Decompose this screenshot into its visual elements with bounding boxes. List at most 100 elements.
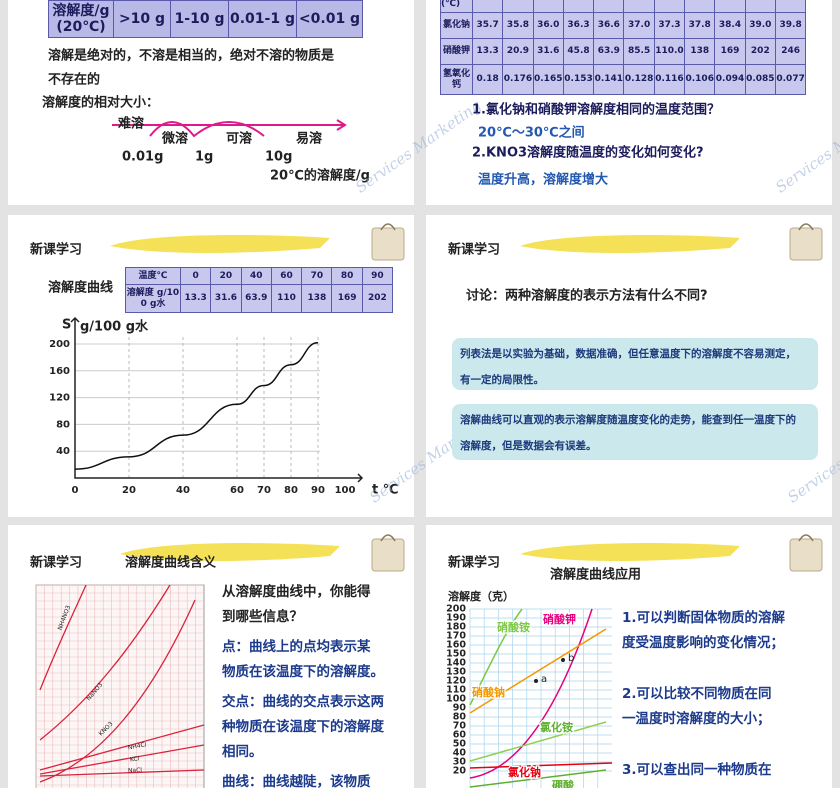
cell: 0.01-1 g xyxy=(228,0,297,38)
answer: 20℃～30℃之间 xyxy=(478,125,585,141)
axis-title: 溶解度（克） xyxy=(448,589,514,603)
cell: 110.0 xyxy=(653,38,686,65)
cell: 0.106 xyxy=(684,64,716,95)
bag-handle xyxy=(798,223,814,231)
cell: 0.128 xyxy=(623,64,655,95)
paragraph-line: 相同。 xyxy=(222,743,263,760)
info-box xyxy=(452,404,818,460)
paragraph-line: 度受温度影响的变化情况； xyxy=(622,634,784,651)
blank-cell xyxy=(623,0,655,13)
box-line: 列表法是以实验为基础，数据准确，但任意温度下的溶解度不容易测定， xyxy=(460,347,796,360)
y-tick-label: 140 xyxy=(446,658,466,669)
cell: 37.3 xyxy=(653,12,686,39)
point xyxy=(561,658,565,662)
curve-label: 氯化铵 xyxy=(540,720,573,734)
class-label: 微溶 xyxy=(161,131,188,147)
curve-label: 硝酸铵 xyxy=(497,620,530,634)
cell: 1-10 g xyxy=(170,0,229,38)
header-line: (20℃) xyxy=(56,19,106,35)
row-name: 溶解度 g/100 g水 xyxy=(125,284,181,313)
answer: 温度升高，溶解度增大 xyxy=(478,172,608,188)
bound-label: 10g xyxy=(265,150,292,165)
y-tick-label: 80 xyxy=(56,419,70,430)
point-label: a xyxy=(541,674,547,685)
blank-cell xyxy=(502,0,534,13)
cell: 37.0 xyxy=(623,12,655,39)
x-tick-label: 70 xyxy=(257,485,271,496)
graph-curve xyxy=(39,769,205,777)
class-label: 易溶 xyxy=(296,131,322,147)
cell: 36.6 xyxy=(593,12,625,39)
axis-title: t ℃ xyxy=(372,483,398,498)
cell: 0.153 xyxy=(562,64,595,95)
curve-label: 氯化钠 xyxy=(508,765,541,779)
curve-label: KCl xyxy=(130,755,141,763)
bound-label: 0.01g xyxy=(122,150,163,165)
data-table: (℃) 氯化钠 35.7 35.8 36.0 36.3 36.6 37.0 37.3 37.8 38… xyxy=(440,0,807,95)
cell: 202 xyxy=(361,284,394,313)
cell: 60 xyxy=(270,267,303,285)
blank-cell xyxy=(593,0,625,13)
cell: 70 xyxy=(301,267,333,285)
graph-curve xyxy=(469,608,593,779)
cell: 0.085 xyxy=(744,64,776,95)
section-header: 新课学习 xyxy=(30,555,82,571)
cell: 37.8 xyxy=(684,12,716,39)
y-tick-label: 130 xyxy=(446,667,466,678)
axis-title: S xyxy=(62,318,71,333)
bag-icon xyxy=(789,227,823,261)
slide-title: 溶解度曲线 xyxy=(48,280,113,296)
box-line: 有一定的局限性。 xyxy=(460,373,544,386)
row: 溶解度 g/100 g水 13.3 31.6 63.9 110 138 169 202 xyxy=(125,284,394,313)
cell: 80 xyxy=(331,267,363,285)
y-tick-label: 120 xyxy=(446,676,466,687)
axis-label: 20℃的溶解度/g xyxy=(270,168,370,184)
paragraph-line: 不存在的 xyxy=(48,72,100,88)
cell: 36.0 xyxy=(532,12,564,39)
blank-cell xyxy=(562,0,595,13)
y-tick-label: 110 xyxy=(446,685,466,696)
y-tick-label: 170 xyxy=(446,631,466,642)
curve-label: NH4Cl xyxy=(127,741,147,751)
blank-cell xyxy=(532,0,564,13)
cell: 85.5 xyxy=(623,38,655,65)
cell: 0.18 xyxy=(471,64,504,95)
box-line: 溶解曲线可以直观的表示溶解度随温度变化的走势，能查到任一温度下的 xyxy=(460,413,796,426)
cell: 169 xyxy=(331,284,363,313)
slide-title: 溶解度曲线含义 xyxy=(125,555,217,571)
header-row: (℃) xyxy=(440,0,807,13)
bag-handle xyxy=(380,223,396,231)
x-tick-label: 20 xyxy=(122,485,136,496)
cell: 31.6 xyxy=(532,38,564,65)
row-name: 硝酸钾 xyxy=(440,38,473,65)
cell: 90 xyxy=(361,267,394,285)
data-table: 温度℃ 0 20 40 60 70 80 90 溶解度 g/100 g水 13.3 31.6 63.9… xyxy=(125,267,394,313)
slide-title: 溶解度曲线应用 xyxy=(550,567,641,583)
point xyxy=(534,679,538,683)
y-tick-label: 150 xyxy=(446,649,466,660)
curve-label: 硝酸钠 xyxy=(472,685,505,699)
cell: 0.176 xyxy=(502,64,534,95)
axes xyxy=(70,316,364,483)
cell: 38.4 xyxy=(714,12,746,39)
cell: 63.9 xyxy=(593,38,625,65)
cell: 0 xyxy=(179,267,212,285)
cell: 20 xyxy=(210,267,242,285)
curve-label: 硼酸 xyxy=(552,778,575,788)
graph-curve xyxy=(39,744,205,775)
row: 温度℃ 0 20 40 60 70 80 90 xyxy=(125,267,394,285)
brush-stroke xyxy=(120,543,340,561)
cell: 110 xyxy=(270,284,303,313)
section-header: 新课学习 xyxy=(448,555,500,571)
cell: 35.7 xyxy=(471,12,504,39)
cell: >10 g xyxy=(113,0,171,38)
row: 氢氧化钙 0.18 0.176 0.165 0.153 0.141 0.128 0.116 0.… xyxy=(440,64,807,95)
x-tick-label: 0 xyxy=(72,485,79,496)
cell: 20.9 xyxy=(502,38,534,65)
y-tick-label: 70 xyxy=(453,721,467,732)
header-cell: (℃) xyxy=(440,0,473,13)
cell: 13.3 xyxy=(179,284,212,313)
y-tick-label: 40 xyxy=(56,446,70,457)
